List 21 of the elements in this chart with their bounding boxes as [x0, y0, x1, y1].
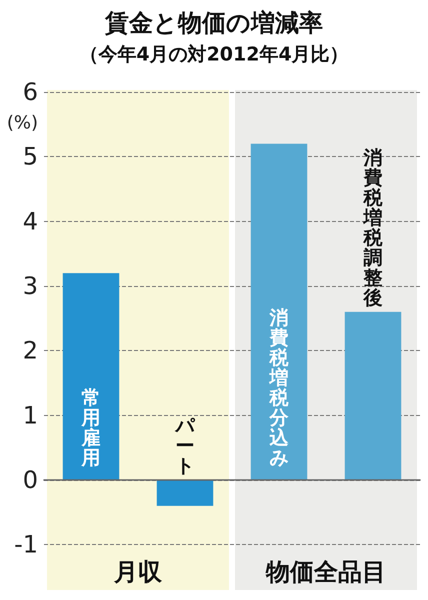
y-tick-label: 4 [22, 207, 38, 236]
x-tick-label: 消費税増税分込み [268, 307, 290, 470]
chart-subtitle: （今年4月の対2012年4月比） [79, 44, 349, 66]
bar [156, 480, 214, 506]
y-tick-label: 1 [22, 401, 38, 430]
y-tick-label: 5 [22, 142, 38, 171]
bar [250, 144, 308, 480]
y-tick-label: 3 [22, 272, 38, 300]
x-tick-label: 常用雇用 [80, 387, 100, 470]
y-tick-label: 6 [22, 78, 38, 106]
chart-title: 賃金と物価の増減率 [104, 9, 323, 37]
y-axis-title: (%) [6, 112, 38, 134]
y-tick-label: 2 [22, 336, 38, 365]
bar [62, 273, 120, 480]
x-tick-label: 消費税増税調整後 [362, 146, 384, 309]
band-label: 月収 [113, 558, 163, 586]
y-tick-label: -1 [14, 530, 38, 559]
y-tick-label: 0 [22, 466, 38, 494]
bar [344, 312, 402, 480]
band-label: 物価全品目 [265, 558, 386, 586]
x-tick-label: パート [174, 415, 196, 478]
